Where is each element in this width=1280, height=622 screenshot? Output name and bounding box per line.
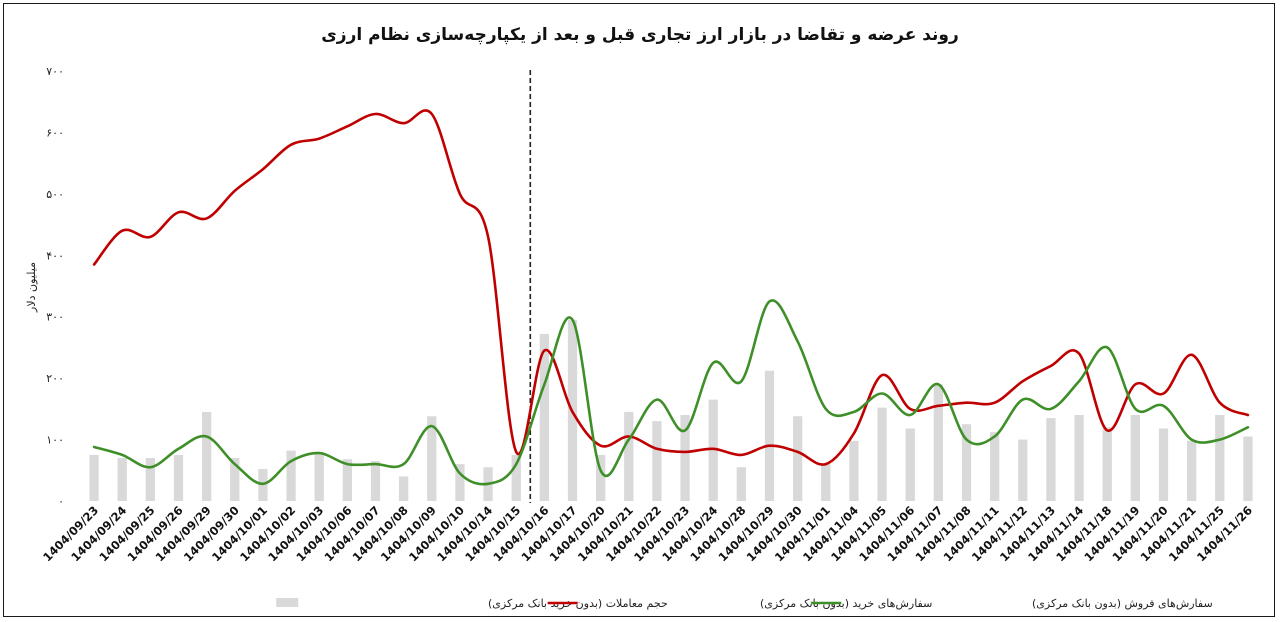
y-tick-label: ۴۰۰ (46, 249, 64, 262)
volume-bar (455, 464, 465, 501)
volume-bar (736, 467, 747, 501)
legend-label: سفارش‌های خرید (بدون بانک مرکزی) (760, 597, 932, 610)
y-tick-label: ۲۰۰ (46, 372, 64, 385)
volume-bar (792, 416, 803, 501)
volume-bar (961, 424, 972, 501)
y-tick-label: ۱۰۰ (46, 434, 64, 447)
x-axis: 1404/09/231404/09/241404/09/251404/09/26… (40, 503, 1255, 564)
volume-bar (989, 432, 1000, 501)
volume-bar (89, 454, 99, 501)
legend-bar-swatch (276, 598, 299, 607)
volume-bar (1074, 415, 1084, 501)
volume-bar (314, 451, 324, 501)
volume-bar (1018, 439, 1028, 501)
volume-bar (1158, 428, 1169, 501)
volume-bar (145, 458, 156, 501)
volume-bar (370, 461, 381, 501)
y-axis-label-group: میلیون دلار (25, 262, 38, 313)
volume-bar (708, 399, 718, 501)
volume-bar (595, 454, 606, 501)
volume-bar (1186, 440, 1197, 501)
y-tick-label: ۰ (58, 495, 64, 508)
volume-bar (849, 440, 859, 501)
bar-series (89, 319, 1253, 501)
y-tick-label: ۳۰۰ (46, 311, 64, 324)
chart-title: روند عرضه و تقاضا در بازار ارز تجاری قبل… (321, 25, 959, 45)
volume-bar (230, 458, 240, 501)
volume-bar (652, 421, 662, 501)
legend-label: حجم معاملات (بدون خرید بانک مرکزی) (488, 597, 668, 610)
y-tick-label: ۵۰۰ (46, 188, 64, 201)
volume-bar (1130, 415, 1141, 501)
volume-bar (201, 411, 212, 501)
y-tick-label: ۶۰۰ (46, 126, 64, 139)
volume-bar (117, 458, 127, 501)
volume-bar (877, 407, 887, 501)
volume-bar (539, 333, 550, 501)
volume-bar (342, 459, 353, 501)
y-axis: ۰ ۱۰۰ ۲۰۰ ۳۰۰ ۴۰۰ ۵۰۰ ۶۰۰ ۷۰۰ (46, 65, 64, 508)
volume-bar (1102, 427, 1112, 501)
y-axis-label: میلیون دلار (25, 262, 38, 313)
sell-orders-line (92, 299, 1250, 486)
line-series (92, 109, 1250, 486)
legend: حجم معاملات (بدون خرید بانک مرکزی) سفارش‌… (276, 597, 1213, 610)
volume-bar (624, 411, 634, 501)
volume-bar (511, 454, 521, 501)
chart-frame (3, 3, 1275, 617)
volume-bar (764, 370, 775, 501)
volume-bar (680, 415, 690, 501)
buy-orders-line (92, 109, 1250, 466)
volume-bar (905, 428, 915, 501)
y-tick-label: ۷۰۰ (46, 65, 64, 78)
volume-bar (398, 476, 409, 501)
volume-bar (933, 384, 944, 501)
volume-bar (1243, 436, 1253, 501)
volume-bar (173, 454, 184, 501)
legend-label: سفارش‌های فروش (بدون بانک مرکزی) (1032, 597, 1213, 610)
volume-bar (286, 450, 296, 501)
volume-bar (821, 464, 831, 501)
volume-bar (427, 416, 437, 501)
volume-bar (1215, 415, 1225, 501)
volume-bar (1046, 418, 1056, 501)
